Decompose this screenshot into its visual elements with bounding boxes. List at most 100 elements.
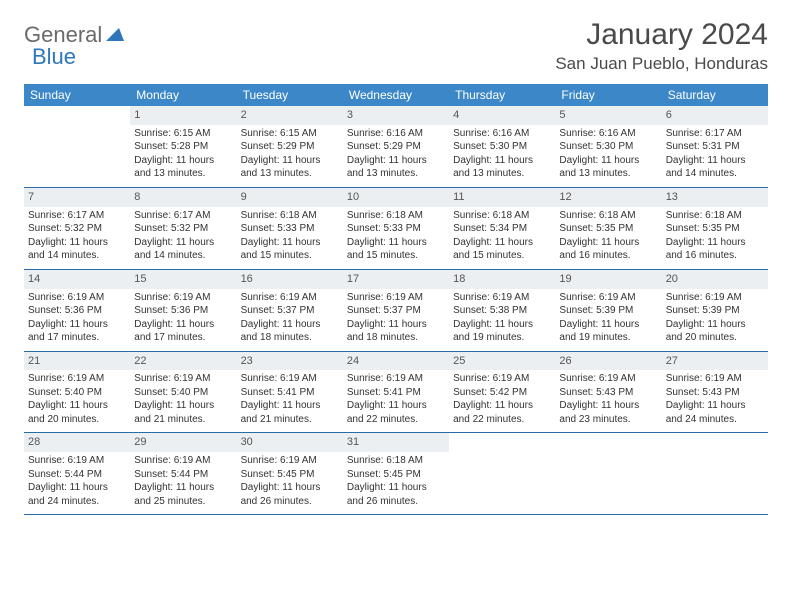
sunset-text: Sunset: 5:45 PM xyxy=(241,468,339,482)
calendar-body: 1Sunrise: 6:15 AMSunset: 5:28 PMDaylight… xyxy=(24,106,768,515)
sunset-text: Sunset: 5:28 PM xyxy=(134,140,232,154)
day-number: 30 xyxy=(237,433,343,452)
page-header: General January 2024 San Juan Pueblo, Ho… xyxy=(24,18,768,74)
day-cell: 28Sunrise: 6:19 AMSunset: 5:44 PMDayligh… xyxy=(24,433,130,515)
daylight-text-2: and 26 minutes. xyxy=(347,495,445,509)
sunset-text: Sunset: 5:39 PM xyxy=(559,304,657,318)
sunset-text: Sunset: 5:41 PM xyxy=(347,386,445,400)
daylight-text-1: Daylight: 11 hours xyxy=(28,481,126,495)
day-number: 25 xyxy=(449,352,555,371)
sunrise-text: Sunrise: 6:19 AM xyxy=(28,372,126,386)
sunset-text: Sunset: 5:43 PM xyxy=(666,386,764,400)
logo-triangle-icon xyxy=(106,25,124,46)
sunrise-text: Sunrise: 6:18 AM xyxy=(347,209,445,223)
location-label: San Juan Pueblo, Honduras xyxy=(555,54,768,74)
sunset-text: Sunset: 5:45 PM xyxy=(347,468,445,482)
sunset-text: Sunset: 5:39 PM xyxy=(666,304,764,318)
day-number: 11 xyxy=(449,188,555,207)
day-cell: 17Sunrise: 6:19 AMSunset: 5:37 PMDayligh… xyxy=(343,269,449,351)
sunset-text: Sunset: 5:37 PM xyxy=(241,304,339,318)
daylight-text-1: Daylight: 11 hours xyxy=(347,236,445,250)
month-title: January 2024 xyxy=(555,18,768,52)
sunset-text: Sunset: 5:42 PM xyxy=(453,386,551,400)
day-number: 31 xyxy=(343,433,449,452)
daylight-text-2: and 19 minutes. xyxy=(559,331,657,345)
sunset-text: Sunset: 5:44 PM xyxy=(134,468,232,482)
sunset-text: Sunset: 5:32 PM xyxy=(134,222,232,236)
sunset-text: Sunset: 5:40 PM xyxy=(134,386,232,400)
day-cell: 1Sunrise: 6:15 AMSunset: 5:28 PMDaylight… xyxy=(130,106,236,187)
sunset-text: Sunset: 5:38 PM xyxy=(453,304,551,318)
daylight-text-2: and 13 minutes. xyxy=(347,167,445,181)
daylight-text-1: Daylight: 11 hours xyxy=(347,154,445,168)
daylight-text-1: Daylight: 11 hours xyxy=(347,481,445,495)
daylight-text-1: Daylight: 11 hours xyxy=(134,481,232,495)
daylight-text-2: and 13 minutes. xyxy=(453,167,551,181)
daylight-text-1: Daylight: 11 hours xyxy=(559,318,657,332)
daylight-text-2: and 14 minutes. xyxy=(134,249,232,263)
day-cell: 4Sunrise: 6:16 AMSunset: 5:30 PMDaylight… xyxy=(449,106,555,187)
day-cell: 30Sunrise: 6:19 AMSunset: 5:45 PMDayligh… xyxy=(237,433,343,515)
sunrise-text: Sunrise: 6:19 AM xyxy=(241,372,339,386)
sunset-text: Sunset: 5:37 PM xyxy=(347,304,445,318)
daylight-text-2: and 13 minutes. xyxy=(559,167,657,181)
daylight-text-2: and 13 minutes. xyxy=(134,167,232,181)
daylight-text-2: and 17 minutes. xyxy=(134,331,232,345)
day-cell: 15Sunrise: 6:19 AMSunset: 5:36 PMDayligh… xyxy=(130,269,236,351)
sunrise-text: Sunrise: 6:19 AM xyxy=(666,372,764,386)
daylight-text-1: Daylight: 11 hours xyxy=(134,318,232,332)
day-number: 14 xyxy=(24,270,130,289)
day-cell: 5Sunrise: 6:16 AMSunset: 5:30 PMDaylight… xyxy=(555,106,661,187)
day-header: Saturday xyxy=(662,84,768,106)
sunset-text: Sunset: 5:35 PM xyxy=(559,222,657,236)
sunrise-text: Sunrise: 6:16 AM xyxy=(347,127,445,141)
day-number: 23 xyxy=(237,352,343,371)
daylight-text-1: Daylight: 11 hours xyxy=(347,399,445,413)
day-header: Thursday xyxy=(449,84,555,106)
day-cell: 18Sunrise: 6:19 AMSunset: 5:38 PMDayligh… xyxy=(449,269,555,351)
daylight-text-1: Daylight: 11 hours xyxy=(453,236,551,250)
day-header: Friday xyxy=(555,84,661,106)
day-number: 12 xyxy=(555,188,661,207)
daylight-text-1: Daylight: 11 hours xyxy=(134,236,232,250)
sunrise-text: Sunrise: 6:18 AM xyxy=(241,209,339,223)
day-cell: 7Sunrise: 6:17 AMSunset: 5:32 PMDaylight… xyxy=(24,187,130,269)
day-cell xyxy=(555,433,661,515)
daylight-text-2: and 14 minutes. xyxy=(666,167,764,181)
week-row: 21Sunrise: 6:19 AMSunset: 5:40 PMDayligh… xyxy=(24,351,768,433)
week-row: 14Sunrise: 6:19 AMSunset: 5:36 PMDayligh… xyxy=(24,269,768,351)
day-cell: 9Sunrise: 6:18 AMSunset: 5:33 PMDaylight… xyxy=(237,187,343,269)
logo-word2: Blue xyxy=(32,44,76,69)
sunrise-text: Sunrise: 6:18 AM xyxy=(559,209,657,223)
sunrise-text: Sunrise: 6:19 AM xyxy=(134,454,232,468)
daylight-text-2: and 25 minutes. xyxy=(134,495,232,509)
daylight-text-2: and 14 minutes. xyxy=(28,249,126,263)
daylight-text-2: and 18 minutes. xyxy=(347,331,445,345)
daylight-text-1: Daylight: 11 hours xyxy=(28,318,126,332)
sunrise-text: Sunrise: 6:18 AM xyxy=(453,209,551,223)
daylight-text-1: Daylight: 11 hours xyxy=(453,318,551,332)
day-number: 16 xyxy=(237,270,343,289)
day-number: 7 xyxy=(24,188,130,207)
day-cell: 16Sunrise: 6:19 AMSunset: 5:37 PMDayligh… xyxy=(237,269,343,351)
day-number: 26 xyxy=(555,352,661,371)
day-header: Monday xyxy=(130,84,236,106)
sunset-text: Sunset: 5:41 PM xyxy=(241,386,339,400)
day-cell: 29Sunrise: 6:19 AMSunset: 5:44 PMDayligh… xyxy=(130,433,236,515)
day-number: 15 xyxy=(130,270,236,289)
daylight-text-1: Daylight: 11 hours xyxy=(241,481,339,495)
daylight-text-2: and 15 minutes. xyxy=(241,249,339,263)
calendar-table: SundayMondayTuesdayWednesdayThursdayFrid… xyxy=(24,84,768,515)
day-number: 21 xyxy=(24,352,130,371)
sunset-text: Sunset: 5:30 PM xyxy=(453,140,551,154)
day-cell xyxy=(662,433,768,515)
daylight-text-1: Daylight: 11 hours xyxy=(28,399,126,413)
daylight-text-2: and 18 minutes. xyxy=(241,331,339,345)
daylight-text-1: Daylight: 11 hours xyxy=(134,154,232,168)
sunrise-text: Sunrise: 6:15 AM xyxy=(134,127,232,141)
day-number: 28 xyxy=(24,433,130,452)
day-cell: 2Sunrise: 6:15 AMSunset: 5:29 PMDaylight… xyxy=(237,106,343,187)
daylight-text-1: Daylight: 11 hours xyxy=(666,236,764,250)
daylight-text-2: and 24 minutes. xyxy=(28,495,126,509)
daylight-text-2: and 26 minutes. xyxy=(241,495,339,509)
